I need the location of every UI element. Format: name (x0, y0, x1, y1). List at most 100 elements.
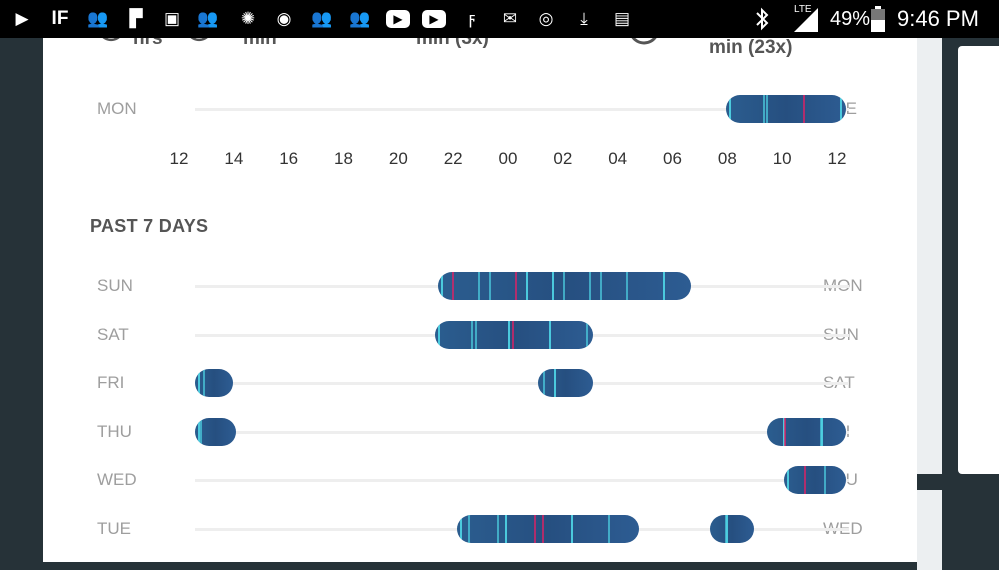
last-night-sleep-segment[interactable] (726, 95, 847, 123)
day-row-fri-sleep-segment[interactable] (195, 369, 234, 397)
battery-percent: 49% (830, 7, 871, 30)
axis-tick-label: 16 (279, 149, 299, 168)
sleep-stripe (452, 272, 455, 300)
people-icon: 👥 (311, 9, 333, 28)
sleep-stripe (600, 272, 603, 300)
axis-tick-label: 04 (608, 149, 628, 168)
sleep-stripe (823, 466, 826, 494)
restless-value-partial: ○ (623, 38, 665, 61)
sleep-stripe (470, 321, 473, 349)
youtube-icon: ▶ (386, 10, 410, 28)
axis-tick-label: 10 (772, 149, 792, 168)
sleep-stripe (474, 321, 477, 349)
sleep-stripe (440, 272, 443, 300)
day-row-thu-day-start: THU (97, 422, 132, 441)
circle-icon: ◉ (276, 9, 292, 28)
day-row-sun-sleep-segment[interactable] (437, 272, 691, 300)
sleep-stripe (468, 515, 471, 543)
image-icon: ▣ (163, 9, 181, 28)
background-left (0, 38, 43, 562)
sleep-stripe (511, 321, 514, 349)
people-icon: 👥 (87, 9, 109, 28)
axis-tick-label: 06 (663, 149, 682, 168)
day-row-thu-sleep-segment[interactable] (767, 418, 847, 446)
sleep-stripe (548, 321, 551, 349)
sleep-stripe (725, 515, 728, 543)
awake-unit: min (3x) (416, 38, 489, 49)
axis-tick-label: 22 (443, 149, 463, 168)
sleep-stripe (803, 95, 806, 123)
sleep-stripe (514, 272, 517, 300)
axis-tick-label: 20 (388, 149, 408, 168)
network-type: LTE (794, 3, 812, 15)
day-row-thu-sleep-segment[interactable] (195, 418, 236, 446)
last-night-day-start: MON (97, 99, 137, 118)
day-row-sun-day-start: SUN (97, 276, 133, 295)
minutes-value-partial: ○ (181, 38, 217, 56)
sleep-stripe (840, 95, 843, 123)
people-icon: 👥 (349, 9, 371, 28)
sleep-stripe (505, 515, 508, 543)
sleep-stripe (459, 515, 462, 543)
sleep-stripe (496, 515, 499, 543)
sleep-stripe (526, 272, 529, 300)
clock: 9:46 PM (897, 6, 979, 31)
sleep-stripe (786, 466, 789, 494)
sleep-stripe (542, 369, 545, 397)
sleep-stripe (763, 95, 766, 123)
day-row-tue-sleep-segment[interactable] (456, 515, 640, 543)
axis-tick-label: 12 (827, 149, 847, 168)
sleep-stripe (821, 418, 824, 446)
email-icon: ✉ (502, 9, 518, 28)
burst-icon: ✺ (240, 9, 256, 28)
sleep-stripe (198, 369, 200, 397)
adjacent-card-lower (917, 490, 942, 570)
sleep-stripe (563, 272, 566, 300)
status-bar: ▶ IF 👥 ▛ ▣ 👥 ✺ ◉ 👥 👥 ▶ ▶ ϝ ✉ ◎ ⤓ ▤ LTE 49% 9:46 PM (0, 0, 999, 38)
download-icon: ⤓ (580, 9, 588, 28)
axis-tick-label: 14 (224, 149, 244, 168)
sleep-card[interactable]: ○ hrs ○ min min (3x) ○ min (23x) MONTUE … (43, 38, 917, 562)
sleep-stripe (477, 272, 480, 300)
day-row-fri-sleep-segment[interactable] (538, 369, 593, 397)
day-row-tue-sleep-segment[interactable] (710, 515, 754, 543)
day-row-wed-sleep-segment[interactable] (783, 466, 847, 494)
sleep-stripe (588, 272, 591, 300)
sleep-stripe (551, 272, 554, 300)
sleep-stripe (437, 321, 440, 349)
day-row-tue-day-start: TUE (97, 519, 131, 538)
day-row-wed-track (195, 479, 849, 482)
axis-tick-label: 18 (334, 149, 353, 168)
briefcase-icon: ▤ (613, 9, 631, 28)
flipboard-icon: ▛ (129, 9, 143, 28)
axis-tick-label: 02 (553, 149, 573, 168)
foursquare-icon: ϝ (468, 9, 476, 28)
hours-value-partial: ○ (93, 38, 129, 56)
sleep-stripe (202, 369, 205, 397)
signal-icon (790, 0, 820, 38)
youtube-icon: ▶ (422, 10, 446, 28)
minutes-unit: min (243, 38, 277, 49)
sleep-stripe (784, 418, 787, 446)
restless-unit: min (23x) (709, 38, 793, 58)
sleep-stripe (198, 418, 200, 446)
last-night-track (195, 108, 849, 111)
sleep-stripe (662, 272, 665, 300)
axis-tick-label: 00 (498, 149, 518, 168)
sleep-stripe (607, 515, 610, 543)
sleep-stripe (766, 95, 769, 123)
bluetooth-icon (752, 0, 772, 38)
axis-tick-label: 08 (717, 149, 737, 168)
day-row-wed-day-start: WED (97, 470, 137, 489)
sleep-stripe (533, 515, 536, 543)
sleep-stripe (507, 321, 510, 349)
day-row-fri-day-start: FRI (97, 373, 125, 392)
ifttt-icon: IF (51, 8, 69, 29)
sleep-stripe (200, 418, 203, 446)
past-7-days-title: PAST 7 DAYS (90, 216, 209, 236)
sleep-stripe (489, 272, 492, 300)
day-row-sat-sleep-segment[interactable] (434, 321, 593, 349)
hours-unit: hrs (133, 38, 163, 49)
people-icon: 👥 (197, 9, 219, 28)
chrome-icon: ◎ (538, 9, 554, 28)
